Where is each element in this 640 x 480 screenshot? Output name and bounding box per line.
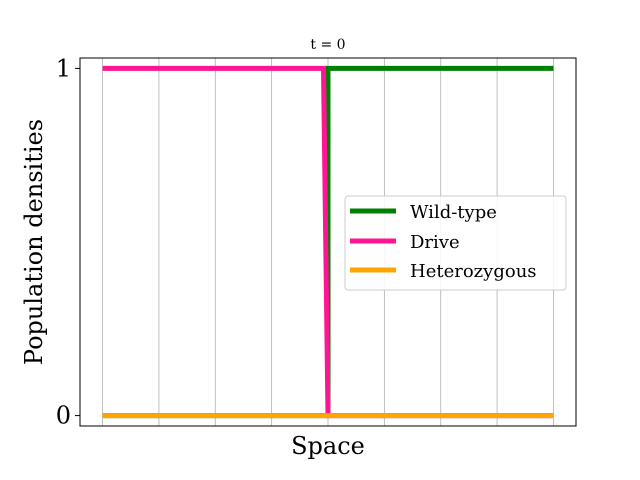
y-axis-label: Population densities	[20, 119, 48, 365]
y-tick-label: 1	[56, 54, 71, 82]
legend-label-heterozygous: Heterozygous	[410, 261, 537, 282]
legend-box	[344, 195, 567, 291]
legend-label-wild-type: Wild-type	[410, 202, 497, 223]
y-tick-label: 0	[56, 402, 71, 430]
y-axis: 01	[56, 54, 80, 430]
legend: Wild-type Drive Heterozygous	[344, 195, 567, 291]
plot-frame	[79, 57, 577, 427]
legend-label-drive: Drive	[410, 232, 460, 253]
series-group	[102, 65, 554, 419]
chart-title: t = 0	[310, 37, 345, 53]
x-axis-label: Space	[291, 432, 365, 460]
